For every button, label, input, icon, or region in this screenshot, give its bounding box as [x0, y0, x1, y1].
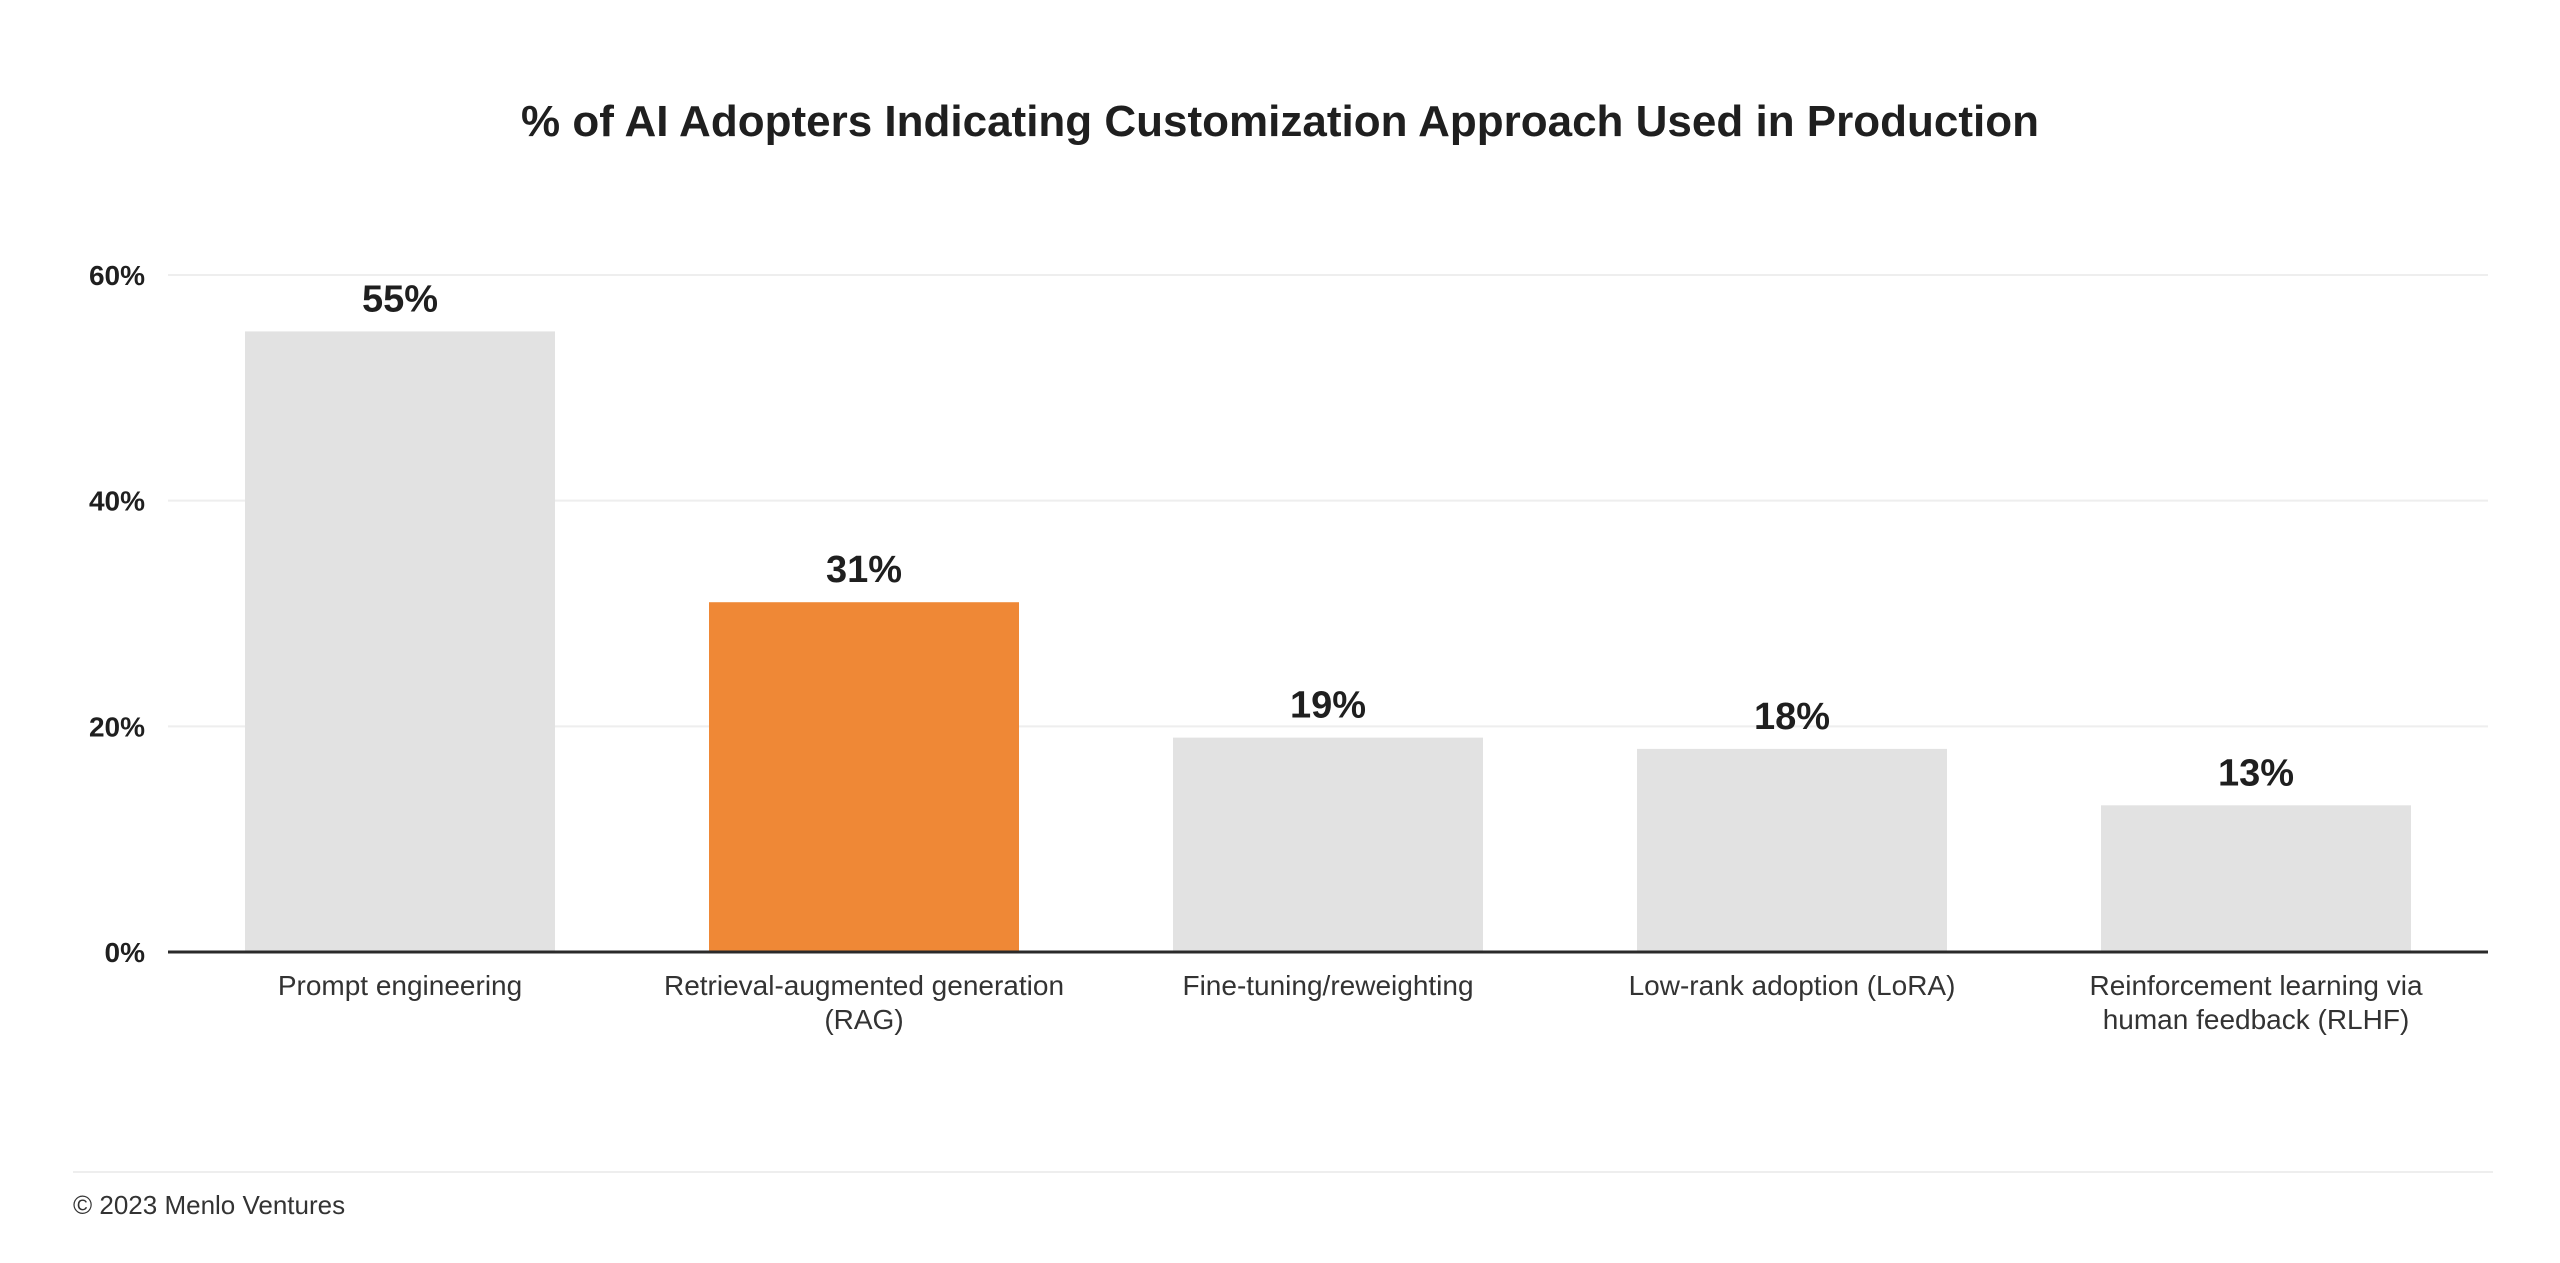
y-tick-label: 0% — [105, 937, 146, 968]
y-tick-label: 20% — [89, 711, 145, 742]
bar — [1173, 737, 1483, 952]
chart-title: % of AI Adopters Indicating Customizatio… — [521, 97, 2039, 146]
bar-value-label: 18% — [1754, 696, 1830, 738]
x-category-label: Retrieval-augmented generation — [664, 970, 1064, 1001]
bar — [2101, 805, 2411, 952]
x-category-label: Reinforcement learning via — [2089, 970, 2422, 1001]
x-category-label: (RAG) — [824, 1004, 903, 1035]
bar-value-label: 13% — [2218, 752, 2294, 794]
x-category-label: human feedback (RLHF) — [2103, 1004, 2410, 1035]
bar-value-label: 19% — [1290, 685, 1366, 727]
bar-highlighted — [709, 602, 1019, 952]
bar — [1637, 748, 1947, 952]
bar — [245, 331, 555, 953]
bar-value-label: 31% — [826, 549, 902, 591]
y-tick-label: 60% — [89, 260, 145, 291]
bar-value-label: 55% — [362, 278, 438, 320]
copyright-text: © 2023 Menlo Ventures — [73, 1190, 346, 1220]
x-category-label: Prompt engineering — [278, 970, 522, 1001]
y-tick-label: 40% — [89, 486, 145, 517]
x-category-label: Fine-tuning/reweighting — [1182, 970, 1473, 1001]
footer-divider — [73, 1171, 2493, 1173]
x-category-label: Low-rank adoption (LoRA) — [1629, 970, 1956, 1001]
